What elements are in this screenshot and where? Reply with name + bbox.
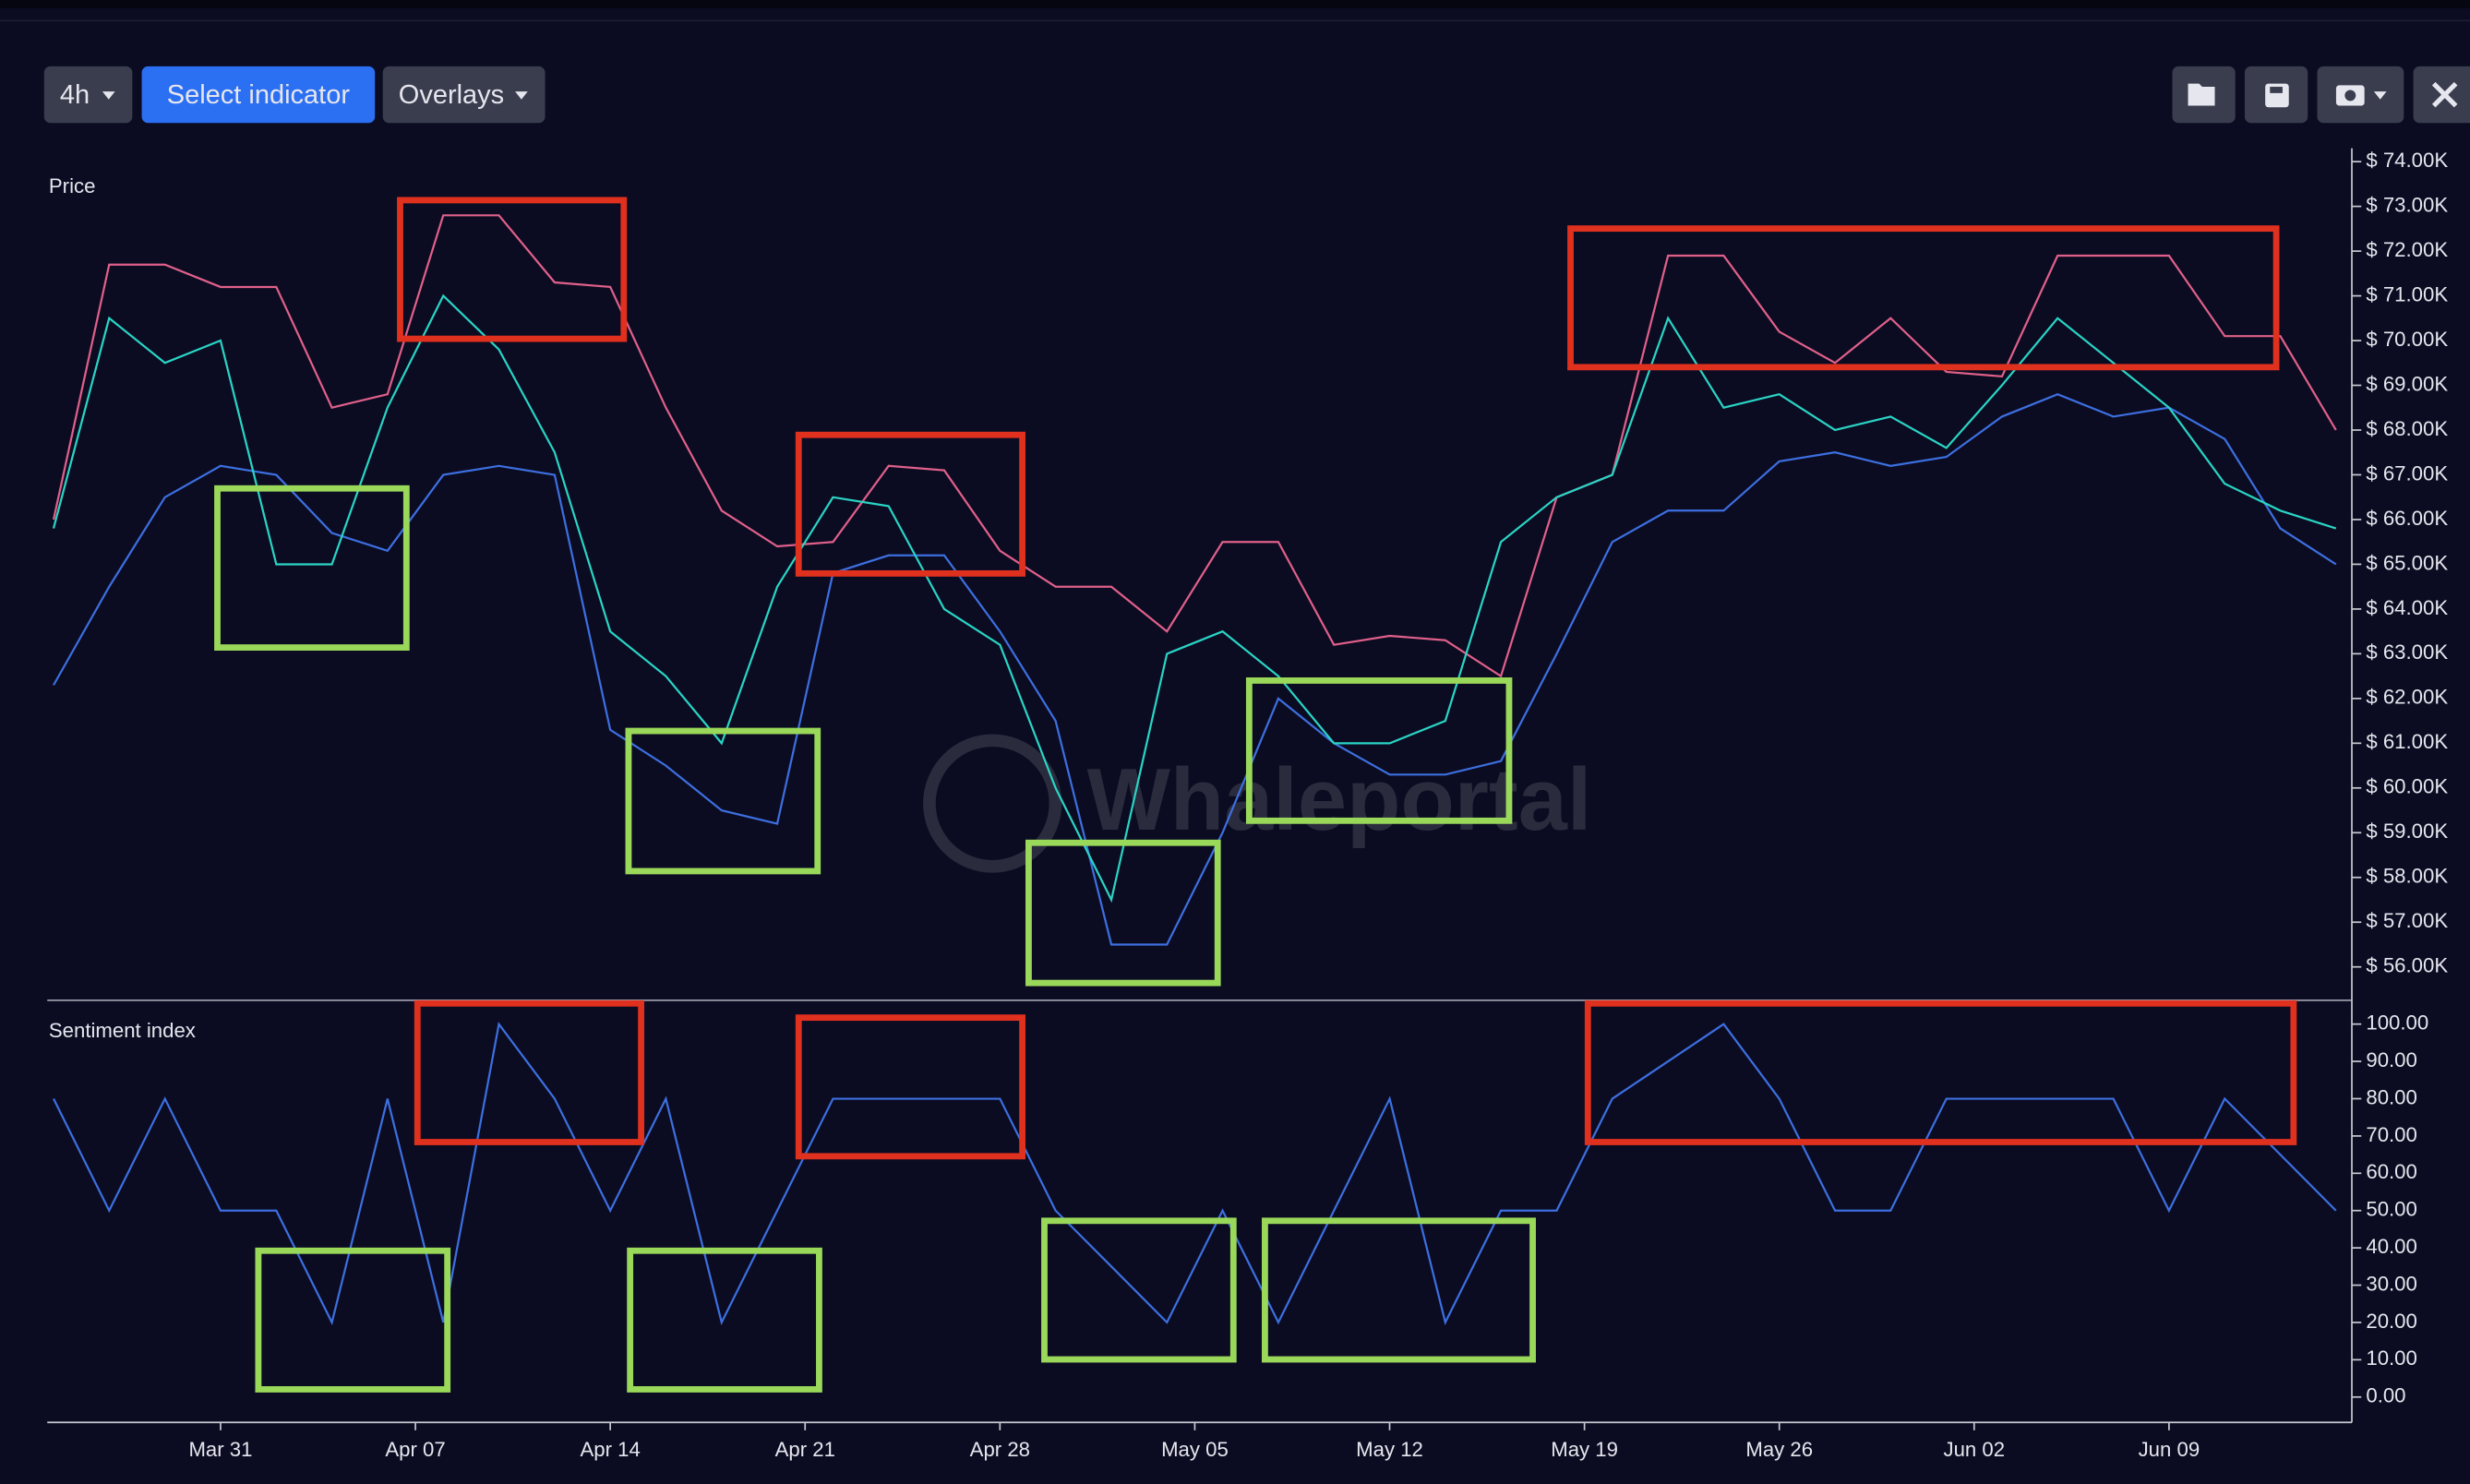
- x-tick-label: Apr 28: [970, 1438, 1030, 1461]
- y-tick-label: $ 57.00K: [2366, 909, 2448, 932]
- y-tick-label: 10.00: [2366, 1346, 2416, 1370]
- save-icon-slot: [2270, 87, 2283, 93]
- caret: [102, 91, 115, 100]
- top-strip: [0, 0, 2470, 8]
- x-tick-label: May 12: [1356, 1438, 1423, 1461]
- red-box: [397, 197, 628, 342]
- caret: [2373, 91, 2387, 100]
- y-tick-label: $ 73.00K: [2366, 193, 2448, 216]
- y-tick-label: $ 64.00K: [2366, 596, 2448, 619]
- indicator-label[interactable]: Select indicator: [167, 80, 351, 110]
- red-box: [1567, 225, 2280, 371]
- red-box: [1584, 999, 2297, 1145]
- x-tick-label: May 05: [1161, 1438, 1229, 1461]
- y-tick-label: 0.00: [2366, 1384, 2405, 1407]
- y-tick-label: 60.00: [2366, 1160, 2416, 1183]
- x-tick-label: May 19: [1551, 1438, 1618, 1461]
- series-line: [53, 392, 2337, 946]
- series-line: [52, 293, 2337, 904]
- green-box: [1025, 839, 1221, 987]
- y-tick-label: $ 71.00K: [2366, 282, 2448, 305]
- red-box: [414, 999, 645, 1145]
- series-line: [52, 214, 2337, 678]
- y-tick-label: 70.00: [2366, 1123, 2416, 1146]
- y-tick-label: $ 68.00K: [2366, 417, 2448, 440]
- red-box: [795, 431, 1026, 577]
- green-box: [1245, 677, 1513, 824]
- y-tick-label: 20.00: [2366, 1310, 2416, 1333]
- overlays-button[interactable]: [382, 66, 546, 124]
- y-tick-label: $ 70.00K: [2366, 328, 2448, 351]
- series-line: [53, 1021, 2337, 1326]
- watermark-logo: [923, 734, 1062, 873]
- y-tick-label: $ 60.00K: [2366, 775, 2448, 798]
- fullscreen-icon: [2431, 81, 2458, 108]
- y-tick-label: $ 69.00K: [2366, 372, 2448, 395]
- y-tick-label: $ 62.00K: [2366, 686, 2448, 709]
- y-tick-label: 40.00: [2366, 1235, 2416, 1258]
- y-tick-label: $ 72.00K: [2366, 238, 2448, 261]
- caret: [515, 91, 528, 100]
- y-tick-label: $ 65.00K: [2366, 551, 2448, 574]
- indicator-button[interactable]: [141, 66, 376, 124]
- y-tick-label: $ 56.00K: [2366, 954, 2448, 977]
- green-box: [214, 485, 410, 652]
- green-box: [1262, 1217, 1536, 1363]
- interval-button[interactable]: [43, 66, 133, 124]
- green-box: [625, 727, 821, 875]
- panel-title: Sentiment index: [49, 1019, 196, 1042]
- x-tick-label: Apr 14: [580, 1438, 640, 1461]
- y-tick-label: $ 74.00K: [2366, 149, 2448, 172]
- y-tick-label: 50.00: [2366, 1198, 2416, 1221]
- y-tick-label: 90.00: [2366, 1048, 2416, 1071]
- watermark: Whaleportal: [1087, 750, 1592, 849]
- interval-label[interactable]: 4h: [60, 80, 90, 110]
- y-tick-label: $ 61.00K: [2366, 730, 2448, 753]
- y-tick-label: $ 67.00K: [2366, 461, 2448, 485]
- folder-icon: [2188, 83, 2215, 106]
- y-tick-label: 80.00: [2366, 1085, 2416, 1108]
- y-tick-label: $ 66.00K: [2366, 507, 2448, 530]
- green-box: [255, 1247, 451, 1393]
- panel-title: Price: [49, 174, 96, 197]
- y-tick-label: $ 59.00K: [2366, 820, 2448, 843]
- x-tick-label: Jun 02: [1944, 1438, 2006, 1461]
- x-tick-label: Apr 21: [775, 1438, 835, 1461]
- overlays-label[interactable]: Overlays: [399, 80, 504, 110]
- red-box: [795, 1014, 1026, 1160]
- x-tick-label: Apr 07: [385, 1438, 445, 1461]
- green-box: [1041, 1217, 1237, 1363]
- green-box: [627, 1247, 822, 1393]
- y-tick-label: 100.00: [2366, 1011, 2428, 1035]
- y-tick-label: $ 58.00K: [2366, 865, 2448, 888]
- y-tick-label: 30.00: [2366, 1272, 2416, 1295]
- plots: $ 56.00K $ 57.00K $ 58.00K $ 59.00K $ 60.00K…: [52, 149, 2448, 1461]
- x-tick-label: May 26: [1745, 1438, 1813, 1461]
- x-tick-label: Jun 09: [2139, 1438, 2200, 1461]
- x-tick-label: Mar 31: [188, 1438, 252, 1461]
- camera-lens: [2344, 90, 2356, 102]
- y-tick-label: $ 63.00K: [2366, 640, 2448, 664]
- annotations: [214, 197, 2297, 1393]
